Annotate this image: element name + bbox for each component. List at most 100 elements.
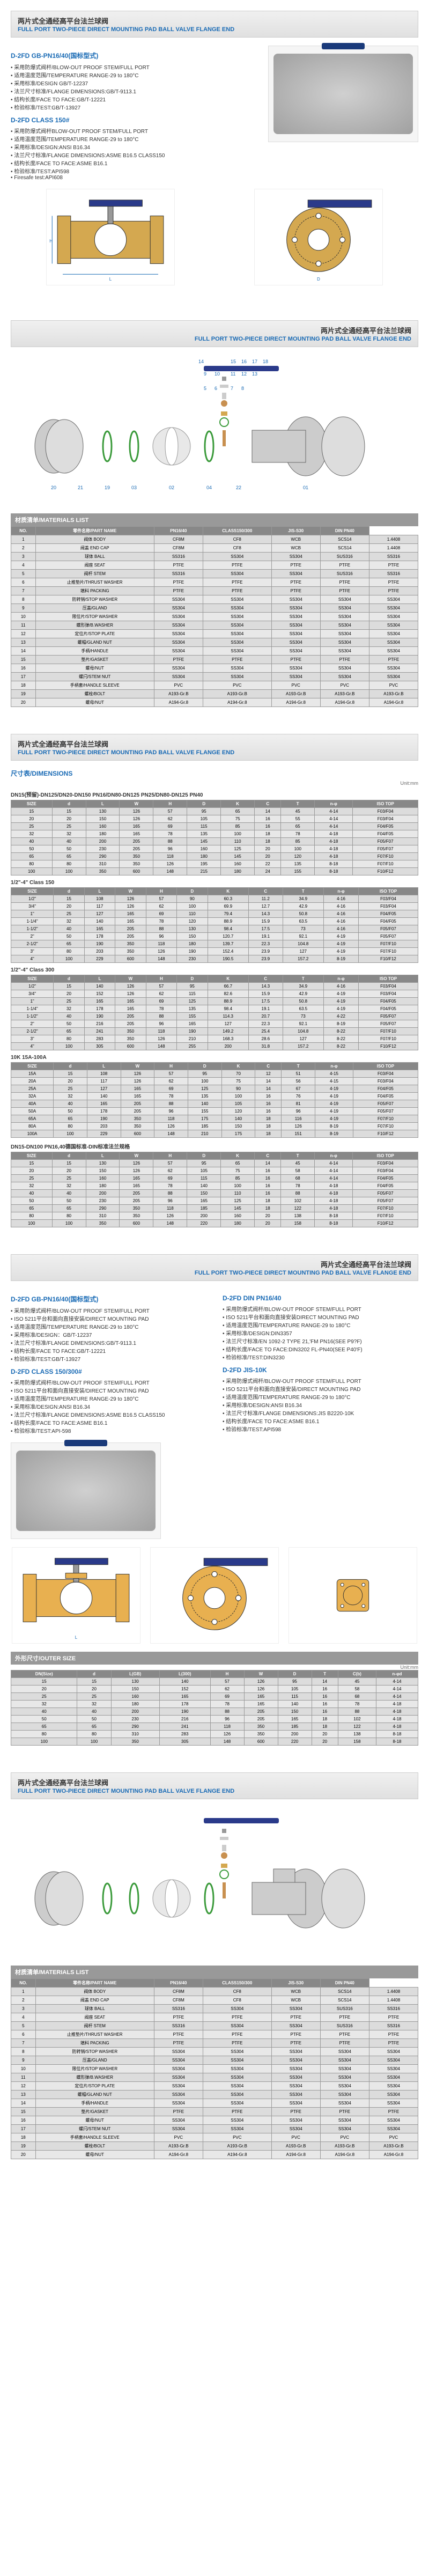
table-cell: 50 xyxy=(54,1108,87,1115)
table-header: L xyxy=(86,800,120,808)
table-cell: A193-Gr.B xyxy=(203,690,271,698)
table-cell: PVC xyxy=(203,2133,271,2142)
two-col-specs: D-2FD GB-PN16/40(国标型式) 采用防爆式阀杆/BLOW-OUT … xyxy=(11,1289,418,1434)
table-cell: SS304 xyxy=(320,2099,369,2108)
table-cell: 4" xyxy=(11,955,54,963)
table-cell: SS304 xyxy=(203,2082,271,2091)
materials-table-5: NO.零件名称/PART NAMEPN16/40CLASS150/300JIS-… xyxy=(11,1978,418,2159)
table-cell: 15 xyxy=(54,1070,87,1078)
table-cell: 22 xyxy=(255,860,281,868)
table-cell: 205 xyxy=(120,1190,153,1197)
table-row: 16螺母/NUTSS304SS304SS304SS304SS304 xyxy=(11,2116,418,2125)
table-cell: SS304 xyxy=(369,2056,418,2065)
table-cell: 62 xyxy=(153,1167,187,1175)
dim-table-3: SIZEdLWHDKCTn-φISO TOP1/2"15140126579566… xyxy=(11,975,418,1050)
table-cell: SS304 xyxy=(369,2116,418,2125)
table-cell: 4-14 xyxy=(315,1167,353,1175)
table-cell: 203 xyxy=(87,1123,121,1130)
table-cell: 160 xyxy=(221,860,255,868)
table-cell: 148 xyxy=(210,1738,244,1746)
table-cell: SUS316 xyxy=(320,2022,369,2030)
table-row: 4阀座 SEATPTFEPTFEPTFEPTFEPTFE xyxy=(11,561,418,570)
spec-item: 结构长度/FACE TO FACE:GB/T-12221 xyxy=(11,1346,206,1355)
exploded-view-1: 1415161718 910111213 5678 20211903020422… xyxy=(11,355,418,505)
table-header: d xyxy=(52,1152,86,1160)
table-cell: 100 xyxy=(221,1182,255,1190)
table-row: 32A321401657813510016764-19F04/F05 xyxy=(11,1093,418,1100)
table-cell: 205 xyxy=(121,1100,154,1108)
table-cell: PTFE xyxy=(369,561,418,570)
table-header: JIS-S30 xyxy=(271,1979,320,1988)
section-1: 两片式全通经高平台法兰球阀 FULL PORT TWO-PIECE DIRECT… xyxy=(0,0,429,299)
table-cell: 20 xyxy=(11,698,36,707)
table-cell: SS304 xyxy=(369,630,418,638)
table-cell: PTFE xyxy=(369,2108,418,2116)
table-cell: A193-Gr.B xyxy=(320,690,369,698)
table-cell: 螺母/NUT xyxy=(35,698,154,707)
table-cell: 65A xyxy=(11,1115,54,1123)
table-header: T xyxy=(281,1152,315,1160)
table-cell: 40 xyxy=(11,838,53,845)
table-cell: SS304 xyxy=(203,2091,271,2099)
table-cell: 85 xyxy=(281,838,315,845)
table-cell: 165 xyxy=(120,1175,153,1182)
spec-item: 适用温度范围/TEMPERATURE RANGE-29 to 180°C xyxy=(11,135,257,143)
table-cell: 阀体 BODY xyxy=(35,535,154,544)
table-cell: SS304 xyxy=(320,621,369,630)
spec-heading-4r2: D-2FD JIS-10K xyxy=(223,1366,418,1374)
table-cell: 73 xyxy=(283,925,323,933)
table-cell: 126 xyxy=(115,990,146,998)
table-cell: SS304 xyxy=(320,613,369,621)
table-cell: F04/F05 xyxy=(353,1085,418,1093)
table-cell: 178 xyxy=(87,1108,121,1115)
table-cell: F07/F10 xyxy=(358,948,418,955)
table-header: L(300) xyxy=(159,1670,210,1678)
table-cell: 105 xyxy=(187,1167,221,1175)
table-row: 2阀盖 END CAPCF8MCF8WCBSCS141.4408 xyxy=(11,1996,418,2005)
table-cell: 241 xyxy=(84,1028,115,1035)
header-strip-5: 两片式全通经高平台法兰球阀 FULL PORT TWO-PIECE DIRECT… xyxy=(11,1772,418,1799)
table-row: 9压盖/GLANDSS304SS304SS304SS304SS304 xyxy=(11,2056,418,2065)
table-cell: SS304 xyxy=(369,2082,418,2091)
table-cell: 65 xyxy=(221,808,255,815)
spec-item: 采用防爆式阀杆/BLOW-OUT PROOF STEM/FULL PORT xyxy=(11,1306,206,1314)
table-cell: 78 xyxy=(153,830,187,838)
table-cell: 255 xyxy=(177,1043,208,1050)
table-cell: 4-19 xyxy=(315,1100,353,1108)
table-cell: PVC xyxy=(154,681,203,690)
table-cell: 96 xyxy=(210,1716,244,1723)
table-cell: 160 xyxy=(86,823,120,830)
table-cell: SS316 xyxy=(154,570,203,578)
table-cell: 69 xyxy=(154,1085,188,1093)
table-cell: CF8 xyxy=(203,1988,271,1996)
table-cell: 600 xyxy=(244,1738,278,1746)
table-row: 12定位片/STOP PLATESS304SS304SS304SS304SS30… xyxy=(11,630,418,638)
spec-item: 检验标准/TEST:API598 xyxy=(11,167,257,175)
spec-item: 结构长度/FACE TO FACE:DIN3202 FL-PN40(SEE P4… xyxy=(223,1345,418,1353)
table-cell: 190 xyxy=(87,1115,121,1123)
svg-text:13: 13 xyxy=(252,371,257,377)
table-cell: 80 xyxy=(11,1731,77,1738)
table-cell: 15 xyxy=(11,656,36,664)
table-cell: 350 xyxy=(115,1035,146,1043)
table-cell: 216 xyxy=(84,1020,115,1028)
header-cn: 两片式全通经高平台法兰球阀 xyxy=(18,17,108,25)
table-cell: F07/F10 xyxy=(358,1028,418,1035)
table-cell: 51 xyxy=(282,1070,315,1078)
table-cell: SS304 xyxy=(154,2048,203,2056)
spec-item: 采用防爆式阀杆BLOW-OUT PROOF STEM/FULL PORT xyxy=(11,127,257,135)
table-cell: 117 xyxy=(87,1078,121,1085)
table-cell: PTFE xyxy=(369,2030,418,2039)
table-row: 3"80203350126190152.423.91274-19F07/F10 xyxy=(11,948,418,955)
spec-item: 适用温度范围/TEMPERATURE RANGE-29 to 180°C xyxy=(11,71,257,79)
table-cell: 8-18 xyxy=(376,1738,418,1746)
table-cell: 75 xyxy=(221,1167,255,1175)
table-cell: 止推垫片/THRUST WASHER xyxy=(35,578,154,587)
materials-table: NO.零件名称/PART NAMEPN16/40CLASS150/300JIS-… xyxy=(11,526,418,707)
table-cell: 195 xyxy=(187,860,221,868)
header-en-2: FULL PORT TWO-PIECE DIRECT MOUNTING PAD … xyxy=(18,336,411,342)
table-cell: 20 xyxy=(312,1731,338,1738)
table-header: SIZE xyxy=(11,975,54,983)
table-cell: 20 xyxy=(255,1220,281,1227)
table-cell: 102 xyxy=(338,1716,376,1723)
